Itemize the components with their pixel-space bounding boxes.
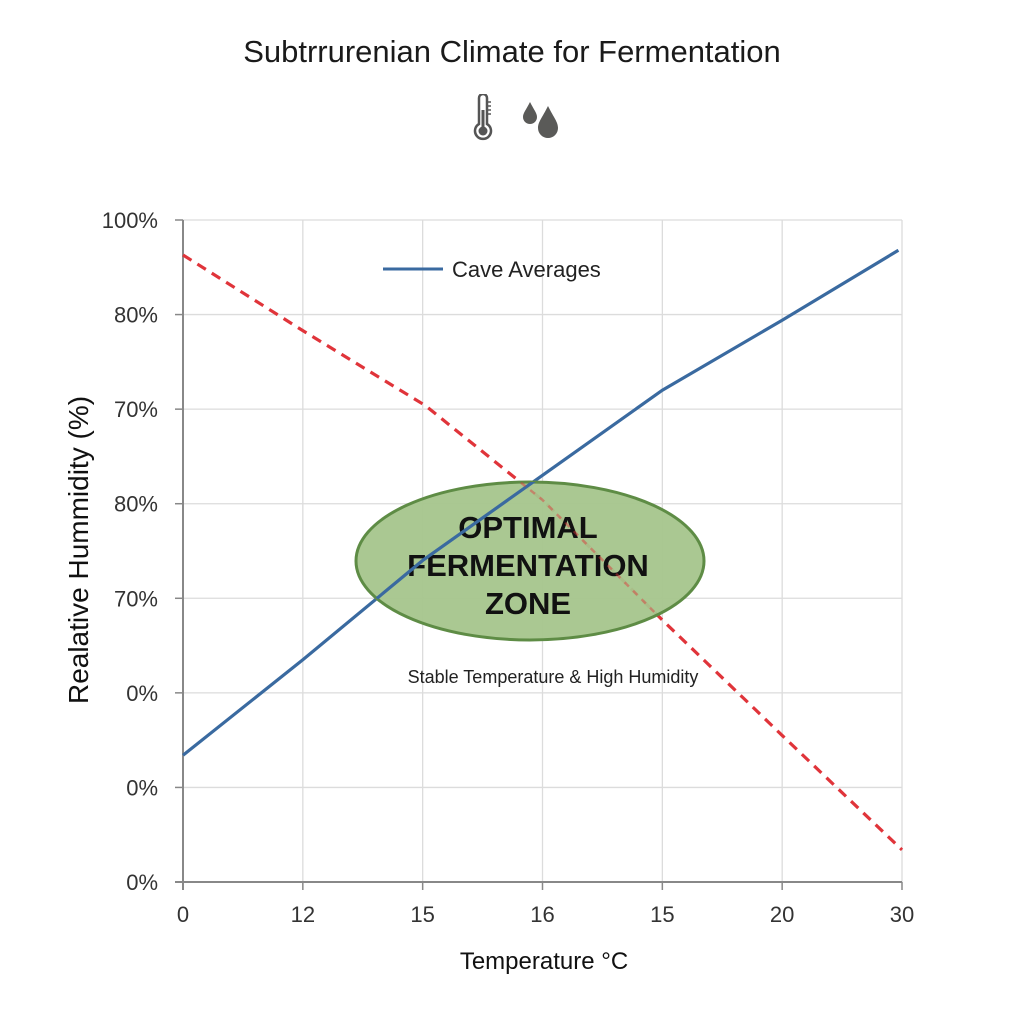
x-tick-label: 15 [410,902,434,927]
x-tick-labels: 0 12 15 16 15 20 30 [177,902,914,927]
y-tick-label: 70% [114,586,158,611]
y-tick-label: 70% [114,397,158,422]
optimal-zone: OPTIMAL FERMENTATION ZONE [354,480,706,642]
y-tick-label: 0% [126,775,158,800]
x-tick-label: 12 [291,902,315,927]
optimal-zone-label: OPTIMAL FERMENTATION ZONE [407,510,649,621]
x-tick-label: 0 [177,902,189,927]
water-drops-icon [523,102,558,138]
y-tick-label: 0% [126,681,158,706]
legend-label: Cave Averages [452,257,601,282]
legend: Cave Averages [383,257,601,282]
series-line-cave-averages [182,248,900,757]
axes [175,219,903,890]
thermometer-icon [473,92,493,141]
optimal-zone-ellipse [354,480,706,642]
y-tick-label: 100% [102,208,158,233]
y-tick-label: 80% [114,303,158,328]
x-tick-label: 20 [770,902,794,927]
y-tick-label: 0% [126,870,158,895]
series-line-dashed [182,253,904,852]
x-tick-label: 15 [650,902,674,927]
series-overlay [356,482,704,640]
title-icons [468,92,568,149]
series [182,248,904,852]
series-overlay-line [356,482,704,640]
chart-title: Subtrrurenian Climate for Fermentation [243,34,781,69]
x-tick-label: 16 [530,902,554,927]
y-axis-label: Realative Hummidity (%) [63,396,94,704]
x-tick-label: 30 [890,902,914,927]
zone-caption: Stable Temperature & High Humidity [408,667,699,687]
y-tick-labels: 0% 0% 0% 70% 80% 70% 80% 100% [102,208,158,895]
y-tick-label: 80% [114,492,158,517]
x-axis-label: Temperature °C [460,948,628,975]
